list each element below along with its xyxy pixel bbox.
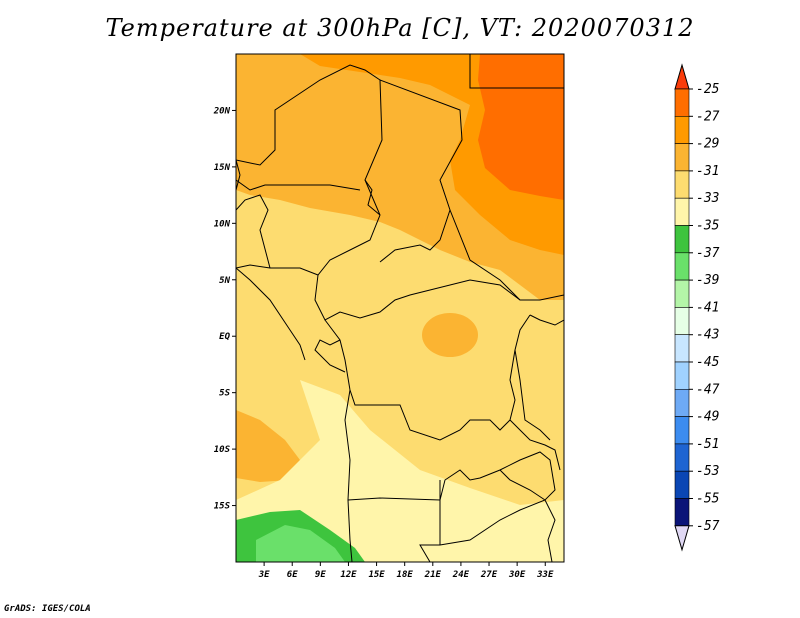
band-warm-west xyxy=(236,410,300,482)
colorbar-label: -49 xyxy=(696,410,719,425)
colorbar-segment xyxy=(674,388,690,417)
x-tick-label: 6E xyxy=(287,570,298,580)
colorbar-segment xyxy=(674,334,690,363)
x-tick-label: 27E xyxy=(480,570,498,580)
colorbar-segment xyxy=(674,225,690,254)
colorbar-label: -57 xyxy=(696,519,720,534)
colorbar-segment xyxy=(674,307,690,335)
colorbar-segment xyxy=(674,170,690,199)
colorbar-label: -37 xyxy=(696,246,720,261)
colorbar-segment xyxy=(674,88,690,117)
x-tick-label: 15E xyxy=(368,570,385,580)
colorbar-segment xyxy=(674,279,690,308)
colorbar-label: -43 xyxy=(696,328,719,343)
colorbar-label: -47 xyxy=(696,382,720,397)
y-tick-label: EQ xyxy=(219,332,230,342)
x-tick-label: 24E xyxy=(452,570,470,580)
colorbar: -25 -27 -29 -31 -33 -35 -37 -39 -41 -43 -45 -47 -49 -… xyxy=(674,63,720,552)
band-warmest-northeast xyxy=(478,54,564,200)
colorbar-segment xyxy=(674,197,690,226)
y-tick-label: 15N xyxy=(214,163,231,173)
y-tick-label: 10N xyxy=(214,219,231,229)
colorbar-segment xyxy=(674,361,690,390)
colorbar-label: -35 xyxy=(696,219,720,234)
colorbar-segment xyxy=(674,416,690,445)
x-axis-ticks: 3E 6E 9E 12E 15E 18E 21E 24E 27E 30E 33E xyxy=(258,562,554,580)
band-colder-southwest xyxy=(256,525,345,562)
colorbar-segment xyxy=(674,143,690,172)
y-tick-label: 5S xyxy=(219,389,230,399)
x-tick-label: 9E xyxy=(315,570,326,580)
colorbar-segment xyxy=(674,116,690,144)
y-axis-ticks: 20N 15N 10N 5N EQ 5S 10S 15S xyxy=(213,106,236,512)
x-tick-label: 21E xyxy=(424,570,442,580)
colorbar-segment xyxy=(674,498,690,527)
colorbar-label: -27 xyxy=(696,109,720,124)
x-tick-label: 12E xyxy=(340,570,357,580)
temperature-field xyxy=(236,54,564,562)
grads-credit: GrADS: IGES/COLA xyxy=(4,604,91,614)
colorbar-label: -25 xyxy=(696,82,720,97)
band-cool-south xyxy=(236,380,564,562)
y-tick-label: 15S xyxy=(214,502,231,512)
x-tick-label: 18E xyxy=(397,570,414,580)
y-tick-label: 20N xyxy=(213,106,231,116)
map-title: Temperature at 300hPa [C], VT: 202007031… xyxy=(105,14,695,42)
x-tick-label: 30E xyxy=(508,570,526,580)
map-frame xyxy=(235,53,565,563)
colorbar-segment xyxy=(674,252,690,281)
colorbar-label: -51 xyxy=(696,437,719,452)
colorbar-label: -29 xyxy=(696,137,719,152)
country-borders xyxy=(236,54,564,562)
y-tick-label: 5N xyxy=(219,276,230,286)
y-tick-label: 10S xyxy=(214,445,231,455)
colorbar-label: -53 xyxy=(696,464,719,479)
x-tick-label: 33E xyxy=(536,570,554,580)
colorbar-bottom-arrow xyxy=(674,525,690,552)
colorbar-label: -45 xyxy=(696,355,720,370)
band-warm-central xyxy=(422,313,478,357)
colorbar-label: -33 xyxy=(696,191,719,206)
colorbar-segment xyxy=(674,443,690,472)
colorbar-segment xyxy=(674,470,690,499)
colorbar-top-arrow xyxy=(674,63,690,90)
colorbar-label: -31 xyxy=(696,164,719,179)
x-tick-label: 3E xyxy=(258,570,270,580)
colorbar-label: -41 xyxy=(696,300,719,315)
colorbar-label: -39 xyxy=(696,273,719,288)
colorbar-label: -55 xyxy=(696,492,720,507)
